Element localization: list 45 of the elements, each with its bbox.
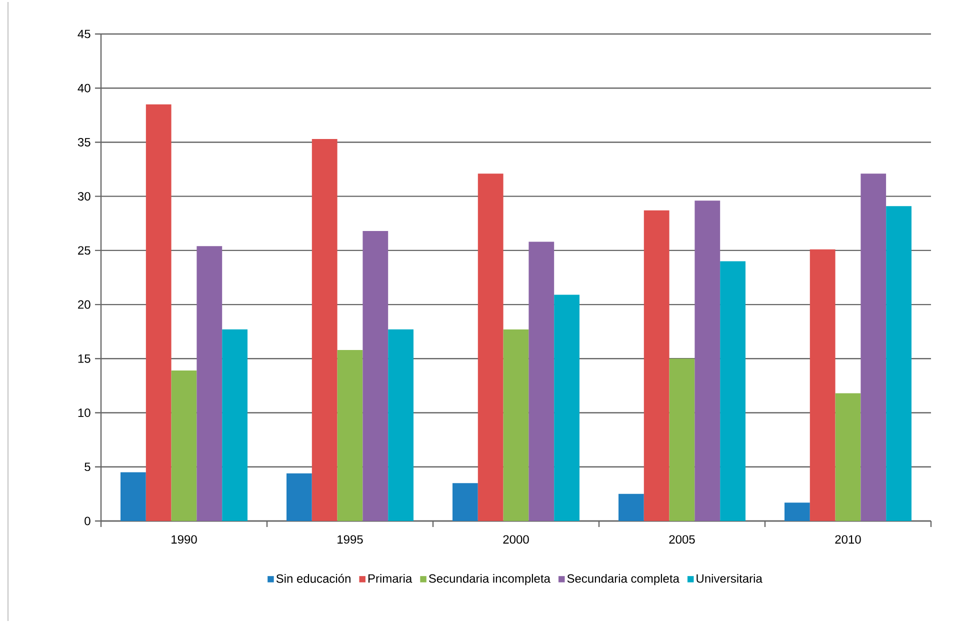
y-tick-label: 20: [78, 300, 90, 309]
bar: [618, 494, 644, 521]
x-tick-label: 1995: [338, 535, 363, 544]
y-tick-label: 5: [84, 462, 90, 472]
bar: [146, 104, 172, 521]
bar: [196, 246, 222, 521]
legend-label: Secundaria completa: [567, 574, 680, 586]
bar: [286, 473, 312, 521]
bar: [694, 200, 720, 521]
y-tick-label: 45: [78, 30, 90, 38]
x-tick-label: 2005: [669, 535, 695, 544]
bar: [312, 138, 338, 521]
y-tick-label: 25: [78, 246, 90, 255]
bar: [503, 329, 529, 521]
y-tick-label: 30: [78, 192, 90, 201]
y-tick-label: 15: [78, 354, 90, 363]
bar: [835, 393, 861, 521]
bar: [810, 249, 836, 521]
bar: [554, 294, 580, 521]
legend-label: Sin educación: [276, 574, 350, 583]
y-tick-label: 35: [78, 138, 90, 146]
x-tick-label: 2010: [835, 535, 861, 544]
legend-label: Primaria: [368, 574, 412, 583]
x-tick-label: 2000: [503, 535, 529, 544]
bar: [222, 329, 248, 521]
bar: [644, 210, 670, 521]
y-tick-label: 40: [78, 84, 90, 92]
legend-label: Secundaria incompleta: [428, 574, 550, 586]
bar: [860, 174, 886, 521]
bar: [452, 483, 478, 521]
legend-label: Universitaria: [696, 574, 762, 583]
bar: [171, 370, 197, 521]
bar: [528, 242, 554, 521]
bar: [720, 261, 746, 521]
bar: [120, 472, 146, 521]
bar: [886, 206, 912, 521]
bar: [478, 174, 504, 521]
bar: [669, 358, 695, 521]
y-tick-label: 0: [84, 516, 90, 526]
bar: [784, 502, 810, 521]
bar: [362, 230, 388, 521]
y-tick-label: 10: [78, 408, 90, 418]
bar: [337, 350, 363, 521]
x-tick-label: 1990: [172, 535, 197, 544]
bar: [388, 329, 414, 521]
